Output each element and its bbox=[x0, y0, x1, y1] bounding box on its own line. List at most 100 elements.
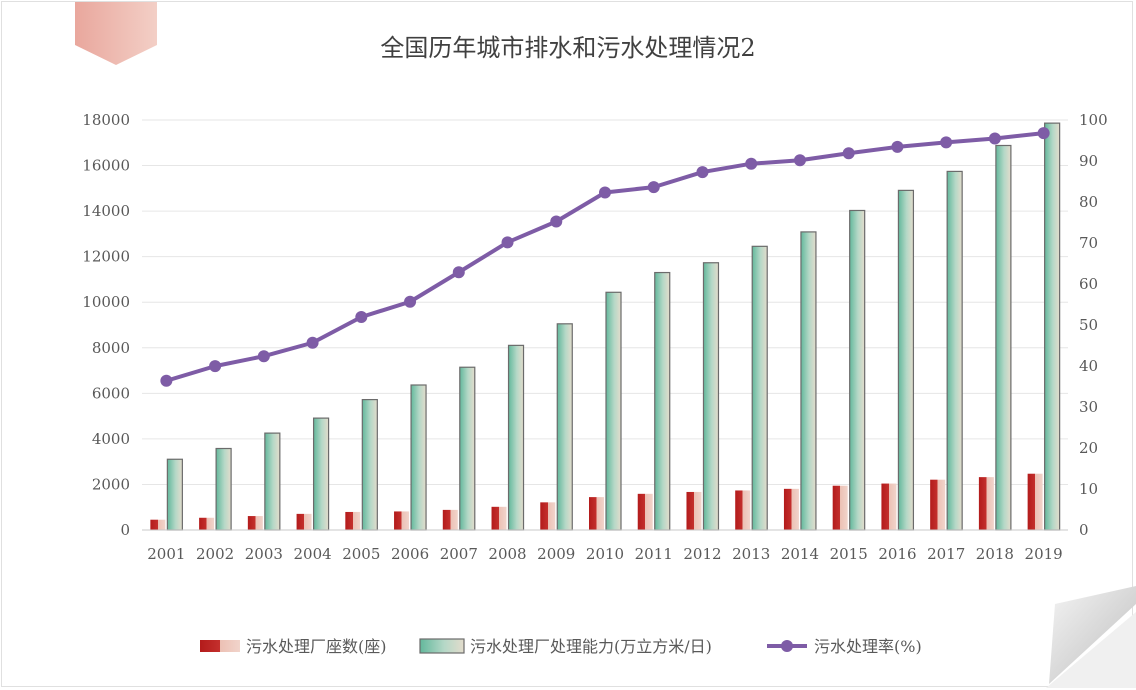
y-left-tick-label: 4000 bbox=[92, 430, 130, 448]
treatment-rate-point bbox=[1037, 127, 1050, 140]
x-tick-label: 2011 bbox=[635, 545, 673, 563]
legend-label-capacity: 污水处理厂处理能力(万立方米/日) bbox=[470, 637, 712, 656]
bar-plant-count bbox=[881, 483, 897, 530]
x-tick-label: 2008 bbox=[488, 545, 526, 563]
y-right-tick-label: 80 bbox=[1079, 193, 1098, 211]
legend-marker-rate bbox=[781, 640, 793, 652]
treatment-rate-point bbox=[599, 186, 611, 199]
x-tick-label: 2016 bbox=[878, 545, 916, 563]
x-tick-label: 2010 bbox=[586, 545, 624, 563]
treatment-rate-point bbox=[160, 374, 173, 387]
treatment-rate-point bbox=[988, 132, 1001, 145]
bar-capacity bbox=[215, 447, 232, 531]
treatment-rate-point bbox=[550, 215, 563, 228]
bar-plant-count bbox=[442, 509, 458, 530]
legend-label-rate: 污水处理率(%) bbox=[814, 637, 922, 656]
x-tick-label: 2018 bbox=[976, 545, 1014, 563]
bar-capacity bbox=[995, 144, 1012, 531]
y-left-tick-label: 18000 bbox=[82, 111, 130, 129]
bar-capacity bbox=[605, 291, 622, 531]
bar-plant-count bbox=[1027, 473, 1043, 530]
bar-plant-count bbox=[686, 491, 702, 530]
treatment-rate-point bbox=[306, 336, 319, 349]
bar-capacity bbox=[507, 344, 525, 531]
x-tick-label: 2006 bbox=[391, 545, 429, 563]
bar-capacity bbox=[410, 384, 427, 531]
bar-plant-count bbox=[345, 511, 361, 530]
bar-plant-count bbox=[735, 490, 751, 530]
y-right-tick-label: 40 bbox=[1079, 357, 1098, 375]
y-right-tick-label: 60 bbox=[1079, 275, 1098, 293]
bar-plant-count bbox=[589, 497, 604, 530]
bar-capacity bbox=[264, 432, 281, 531]
bar-plant-count bbox=[491, 506, 507, 530]
bar-plant-count bbox=[930, 479, 946, 530]
bar-capacity bbox=[654, 271, 671, 531]
treatment-rate-point bbox=[404, 295, 417, 308]
y-left-tick-label: 2000 bbox=[92, 475, 130, 493]
treatment-rate-point bbox=[452, 266, 465, 279]
page-curl-decoration bbox=[1049, 586, 1136, 684]
x-tick-label: 2013 bbox=[732, 545, 770, 563]
bar-capacity bbox=[849, 209, 866, 531]
y-right-tick-label: 90 bbox=[1079, 152, 1098, 170]
treatment-rate-point bbox=[501, 236, 514, 249]
bar-plant-count bbox=[832, 485, 848, 530]
bar-capacity bbox=[751, 245, 768, 531]
bar-capacity bbox=[946, 170, 963, 531]
bar-capacity bbox=[166, 458, 183, 531]
x-tick-label: 2001 bbox=[147, 545, 185, 563]
x-tick-label: 2019 bbox=[1025, 545, 1063, 563]
x-tick-label: 2005 bbox=[342, 545, 380, 563]
bar-capacity bbox=[556, 323, 573, 531]
bar-capacity bbox=[800, 231, 817, 531]
y-left-tick-label: 16000 bbox=[82, 157, 130, 175]
y-right-tick-label: 30 bbox=[1079, 398, 1098, 416]
y-left-tick-label: 14000 bbox=[82, 202, 130, 220]
bar-capacity bbox=[702, 262, 720, 531]
bar-capacity bbox=[897, 189, 915, 531]
x-tick-label: 2007 bbox=[440, 545, 478, 563]
y-right-tick-label: 100 bbox=[1079, 111, 1108, 129]
treatment-rate-point bbox=[647, 181, 660, 194]
bar-capacity bbox=[361, 398, 378, 531]
y-right-tick-label: 0 bbox=[1079, 521, 1089, 539]
treatment-rate-point bbox=[842, 147, 855, 160]
bar-capacity bbox=[312, 417, 330, 531]
bar-plant-count bbox=[540, 502, 556, 530]
legend-swatch-plant-count bbox=[200, 640, 240, 652]
bar-plant-count bbox=[199, 517, 215, 530]
treatment-rate-point bbox=[209, 360, 222, 373]
y-left-tick-label: 0 bbox=[120, 521, 130, 539]
x-tick-label: 2014 bbox=[781, 545, 819, 563]
y-right-tick-label: 70 bbox=[1079, 234, 1098, 252]
treatment-rate-point bbox=[696, 166, 709, 179]
x-tick-label: 2004 bbox=[293, 545, 331, 563]
page-curl-shadow bbox=[1046, 612, 1136, 688]
y-right-tick-label: 20 bbox=[1079, 439, 1098, 457]
y-left-tick-label: 10000 bbox=[82, 293, 130, 311]
treatment-rate-point bbox=[355, 311, 368, 324]
y-right-tick-label: 50 bbox=[1079, 316, 1098, 334]
treatment-rate-point bbox=[793, 154, 806, 167]
x-tick-label: 2009 bbox=[537, 545, 575, 563]
legend-swatch-capacity bbox=[419, 638, 465, 654]
x-tick-label: 2002 bbox=[196, 545, 234, 563]
treatment-rate-point bbox=[257, 350, 270, 363]
ribbon-tab-decoration bbox=[75, 2, 157, 65]
legend-label-plant-count: 污水处理厂座数(座) bbox=[246, 637, 387, 656]
x-tick-label: 2015 bbox=[830, 545, 868, 563]
treatment-rate-point bbox=[940, 136, 953, 149]
y-left-tick-label: 8000 bbox=[92, 339, 130, 357]
bar-plant-count bbox=[394, 511, 410, 530]
bar-plant-count bbox=[783, 488, 799, 530]
chart-title: 全国历年城市排水和污水处理情况2 bbox=[380, 34, 756, 62]
bar-capacity bbox=[1044, 122, 1061, 531]
x-tick-label: 2017 bbox=[927, 545, 965, 563]
bar-plant-count bbox=[637, 493, 653, 530]
treatment-rate-point bbox=[745, 157, 758, 170]
